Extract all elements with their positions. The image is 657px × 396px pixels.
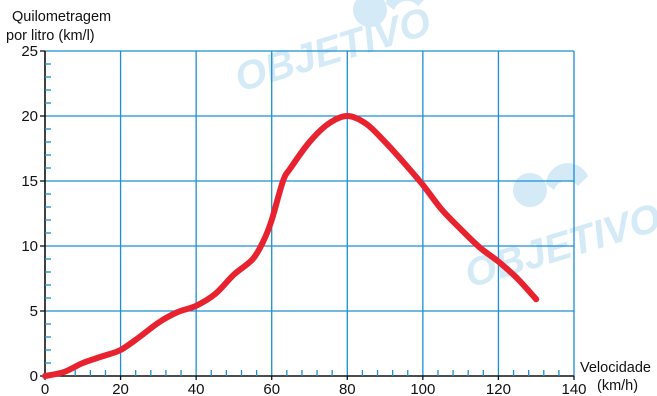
x-axis-title-line-2: (km/h) [597, 378, 638, 394]
x-tick-label-20: 20 [112, 381, 129, 396]
grid [45, 51, 574, 376]
y-tick-label-15: 15 [21, 173, 38, 190]
watermark-text-top: OBJETIVO [230, 0, 436, 101]
x-tick-label-80: 80 [339, 381, 356, 396]
y-axis-title-line-1: Quilometragem [12, 9, 111, 25]
y-tick-label-5: 5 [30, 303, 38, 320]
x-tick-label-40: 40 [188, 381, 205, 396]
x-tick-label-100: 100 [410, 381, 435, 396]
y-tick-label-10: 10 [21, 238, 38, 255]
x-tick-label-140: 140 [561, 381, 586, 396]
x-axis-title-line-1: Velocidade [580, 360, 651, 376]
y-tick-label-25: 25 [21, 43, 38, 60]
y-tick-label-20: 20 [21, 108, 38, 125]
watermark-logo-right [513, 163, 588, 207]
watermark: OBJETIVO OBJETIVO [230, 0, 657, 297]
x-tick-label-60: 60 [263, 381, 280, 396]
y-tick-label-0: 0 [30, 368, 38, 385]
y-axis-title-line-2: por litro (km/l) [6, 28, 95, 44]
x-tick-label-0: 0 [41, 381, 49, 396]
x-tick-label-120: 120 [486, 381, 511, 396]
tick-labels: 0 20 40 60 80 100 120 140 0 5 10 15 20 25 [21, 43, 586, 396]
